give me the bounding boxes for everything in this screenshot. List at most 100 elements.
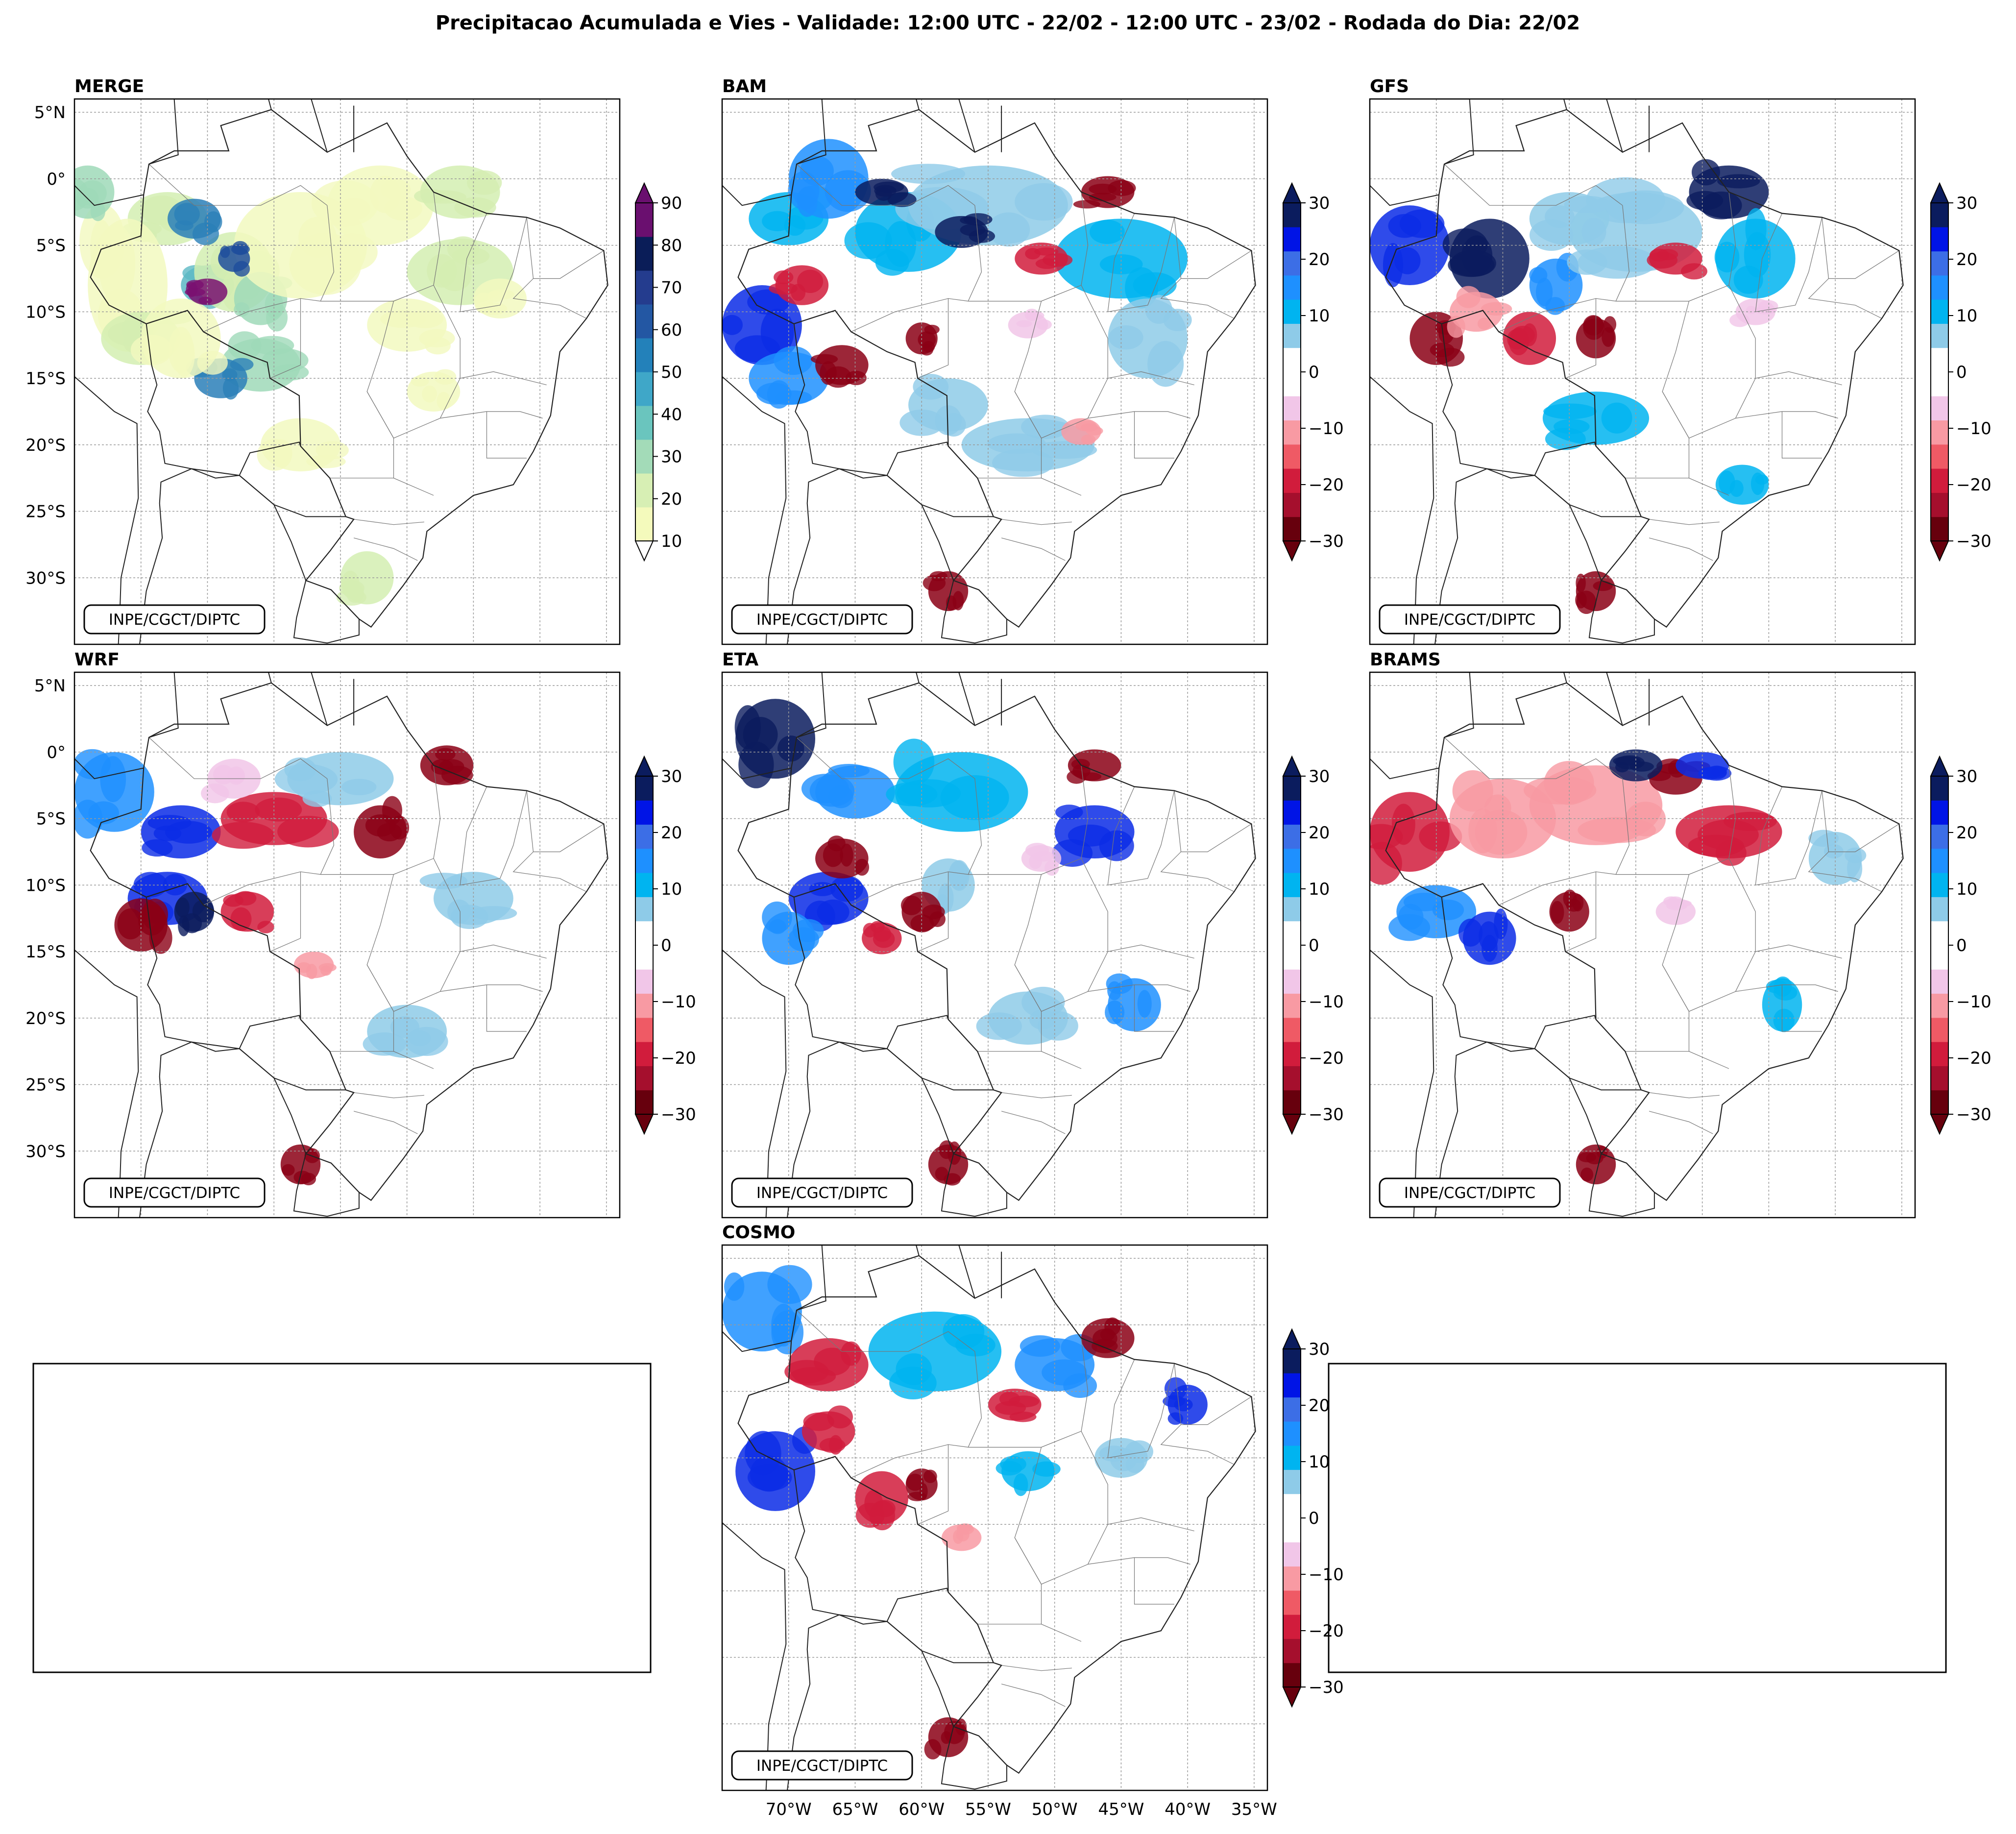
colorbar-segment xyxy=(635,270,653,305)
brazil-outline xyxy=(737,682,1256,1201)
colorbar-segment xyxy=(1931,516,1948,541)
colorbar-tick-label: 30 xyxy=(1309,194,1330,213)
state-border xyxy=(440,411,543,419)
field-speck xyxy=(1808,830,1839,847)
colorbar-merge: 90 80 70 60 50 40 30 20 10 xyxy=(634,182,682,562)
colorbar-segment xyxy=(1931,848,1948,873)
state-border xyxy=(203,285,434,332)
latitude-label: 5°S xyxy=(36,809,66,829)
colorbar-segment xyxy=(635,338,653,372)
colorbar-segment xyxy=(1283,323,1301,348)
colorbar-tick-label: 50 xyxy=(661,363,682,382)
field-speck xyxy=(1692,159,1720,186)
field-speck xyxy=(422,385,437,403)
gridlines xyxy=(74,99,620,644)
colorbar-tick-label: 30 xyxy=(1309,767,1330,786)
state-border xyxy=(1615,779,1630,875)
field-speck xyxy=(1575,591,1587,609)
colorbar-segment xyxy=(635,473,653,508)
panel-title: COSMO xyxy=(722,1223,795,1243)
colorbar-segment xyxy=(635,237,653,271)
credit-box xyxy=(83,604,266,635)
field-speck xyxy=(318,963,337,972)
state-border xyxy=(486,411,527,459)
state-border xyxy=(1134,411,1174,459)
country-border xyxy=(148,672,179,738)
colorbar-extend-bottom xyxy=(1282,1114,1302,1135)
field-speck xyxy=(1477,318,1491,330)
field-speck xyxy=(435,748,456,761)
state-border xyxy=(1160,278,1235,319)
field-layer xyxy=(722,1265,1208,1760)
field-speck xyxy=(840,843,853,867)
field-speck xyxy=(1773,1008,1795,1032)
field-speck xyxy=(289,233,362,295)
field-speck xyxy=(976,1012,1022,1040)
country-border xyxy=(311,672,328,726)
field-speck xyxy=(819,1438,846,1453)
colorbar-segment xyxy=(1283,203,1301,227)
colorbar-tick-label: −20 xyxy=(1309,1621,1344,1641)
brazil-outline xyxy=(1385,109,1904,628)
field-speck xyxy=(1711,767,1726,778)
colorbar-segment xyxy=(1931,492,1948,517)
colorbar-segment xyxy=(1931,251,1948,276)
colorbar-segment xyxy=(1283,969,1301,994)
field-speck xyxy=(960,216,978,224)
field-speck xyxy=(1583,316,1605,340)
state-border xyxy=(1649,538,1713,561)
colorbar-segment xyxy=(1283,227,1301,252)
colorbar-segment xyxy=(1283,1421,1301,1446)
field-speck xyxy=(1475,809,1528,855)
colorbar-segment xyxy=(1931,800,1948,825)
colorbar-segment xyxy=(1931,420,1948,445)
state-border xyxy=(1781,411,1822,459)
borders xyxy=(722,1245,1256,1790)
country-border xyxy=(722,192,787,644)
colorbar-segment xyxy=(1283,848,1301,873)
field-speck xyxy=(1370,842,1402,885)
map-panel-gfs: GFS INPE/CGCT/DIPTC 30 20 10 0 −10 −20 −30 xyxy=(1369,76,1992,645)
borders xyxy=(1370,672,1904,1218)
colorbar-tick-label: 80 xyxy=(661,236,682,255)
field-speck xyxy=(918,331,936,348)
colorbar-extend-bottom xyxy=(1282,540,1302,562)
colorbar-segment xyxy=(635,969,653,994)
field-speck xyxy=(830,875,863,902)
state-border xyxy=(1081,192,1089,286)
field-speck xyxy=(1432,900,1464,920)
field-speck xyxy=(1147,341,1184,387)
uruguay-border xyxy=(293,580,360,644)
colorbar-segment xyxy=(1931,203,1948,227)
field-speck xyxy=(957,1524,974,1535)
field-speck xyxy=(791,284,806,301)
field-speck xyxy=(724,1272,745,1301)
field-speck xyxy=(1494,908,1508,939)
colorbar-extend-top xyxy=(634,182,654,203)
field-speck xyxy=(1031,441,1097,459)
colorbar-segment xyxy=(1283,945,1301,970)
field-speck xyxy=(1442,228,1488,261)
field-speck xyxy=(1036,319,1052,330)
colorbar-segment xyxy=(1931,1017,1948,1042)
colorbar-segment xyxy=(1283,251,1301,276)
field-speck xyxy=(1543,403,1597,419)
figure-title: Precipitacao Acumulada e Vies - Validade… xyxy=(436,12,1580,34)
field-speck xyxy=(1593,581,1613,591)
colorbar-segment xyxy=(1283,1542,1301,1567)
gridlines xyxy=(722,672,1267,1218)
field-speck xyxy=(419,873,468,889)
field-speck xyxy=(1089,193,1117,202)
panel-title: BAM xyxy=(722,76,767,97)
state-border xyxy=(1728,192,1736,286)
field-speck xyxy=(1545,297,1565,315)
state-border xyxy=(1174,217,1252,279)
colorbar-segment xyxy=(1283,516,1301,541)
state-border xyxy=(1662,964,1729,1069)
state-border xyxy=(1755,786,1822,886)
credit-label: INPE/CGCT/DIPTC xyxy=(109,1184,240,1202)
gridlines xyxy=(1370,99,1915,644)
colorbar-extend-bottom xyxy=(634,1114,654,1135)
colorbar-tick-label: −20 xyxy=(1309,475,1344,495)
field-speck xyxy=(827,1405,853,1429)
